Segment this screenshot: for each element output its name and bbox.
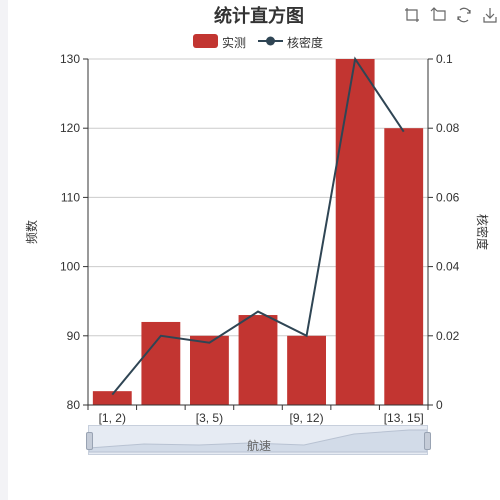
bar [384, 128, 424, 405]
bar [92, 391, 132, 405]
datazoom-left-handle[interactable] [86, 432, 93, 450]
x-tick-label: [13, 15] [384, 411, 424, 425]
y-left-tick-label: 120 [60, 121, 80, 135]
bar [238, 315, 278, 405]
legend-item-line[interactable]: 核密度 [258, 33, 333, 50]
legend-item-bar[interactable]: 实测 [193, 33, 253, 50]
chart-title: 统计直方图 [214, 6, 304, 26]
bar [287, 335, 326, 405]
y-left-tick-label: 110 [61, 190, 80, 204]
y-right-tick-label: 0.06 [436, 190, 460, 204]
x-tick-label: [3, 5) [196, 411, 223, 425]
bar [335, 59, 375, 405]
y-right-tick-label: 0.04 [436, 260, 460, 274]
bar [141, 321, 181, 405]
datazoom-preview [89, 429, 427, 453]
datazoom-right-handle[interactable] [424, 432, 431, 450]
y-right-tick-label: 0 [436, 398, 443, 412]
datazoom-slider[interactable]: 航速 [86, 425, 431, 455]
datazoom-label: 航速 [246, 439, 271, 453]
y-right-tick-label: 0.08 [436, 121, 460, 135]
y-left-tick-label: 130 [60, 52, 80, 66]
bar [190, 335, 229, 405]
y-left-tick-label: 80 [67, 398, 81, 412]
x-tick-label: [1, 2) [99, 411, 126, 425]
y-right-axis-title: 核密度 [475, 214, 490, 250]
y-left-tick-label: 90 [67, 329, 81, 343]
y-right-tick-label: 0.1 [436, 52, 453, 66]
y-left-tick-label: 100 [60, 260, 80, 274]
save-image-icon[interactable] [482, 7, 498, 23]
y-right-tick-label: 0.02 [436, 329, 460, 343]
toolbox [404, 7, 500, 23]
legend-line-label: 核密度 [287, 36, 324, 50]
left-edge-strip [0, 0, 8, 500]
zoom-back-icon[interactable] [430, 7, 446, 23]
density-line [111, 56, 405, 396]
y-left-axis-title: 频数 [24, 220, 39, 244]
zoom-select-icon[interactable] [404, 7, 420, 23]
x-tick-label: [9, 12) [290, 411, 324, 425]
restore-icon[interactable] [456, 7, 472, 23]
legend-bar-label: 实测 [222, 36, 247, 50]
